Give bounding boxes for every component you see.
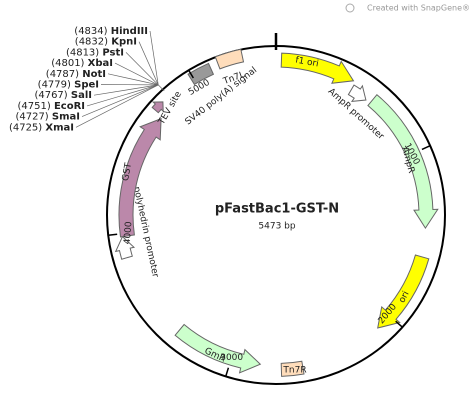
- site-position: (4832): [75, 37, 108, 48]
- site-label: (4779) SpeI: [38, 80, 99, 91]
- site: (4779) SpeI: [38, 80, 159, 91]
- site: (4767) SalI: [34, 84, 159, 101]
- site-label: (4801) XbaI: [51, 58, 113, 69]
- site-name: XbaI: [88, 58, 113, 69]
- site-position: (4801): [51, 58, 84, 69]
- feature: ori: [377, 254, 430, 329]
- feature-label: polyhedrin promoter: [131, 186, 160, 279]
- feature-arrow: [280, 360, 305, 377]
- site-name: SmaI: [52, 112, 80, 123]
- tick-mark: [188, 69, 194, 79]
- feature-label: f1 ori: [294, 56, 319, 70]
- feature: AmpR: [367, 93, 439, 230]
- site-name: XmaI: [45, 122, 74, 133]
- feature-arrow: [118, 117, 162, 238]
- tick-mark: [395, 320, 403, 328]
- site-leader: [114, 62, 159, 86]
- site-name: NotI: [82, 69, 106, 80]
- site: (4727) SmaI: [15, 84, 159, 123]
- site-position: (4725): [9, 122, 42, 133]
- site-position: (4779): [38, 80, 71, 91]
- watermark: Created with SnapGene®: [345, 3, 470, 13]
- site: (4813) PstI: [66, 47, 159, 86]
- site-name: SalI: [71, 90, 92, 101]
- site-leader: [81, 84, 159, 117]
- tick-label: 4000: [123, 221, 135, 245]
- site-label: (4725) XmaI: [9, 122, 74, 133]
- feature-arrow: [187, 62, 215, 86]
- site-label: (4727) SmaI: [15, 112, 80, 123]
- site: (4751) EcoRI: [17, 84, 159, 112]
- site-position: (4727): [15, 112, 48, 123]
- feature-arrow: [347, 84, 367, 103]
- site-label: (4832) KpnI: [75, 37, 137, 48]
- site-name: EcoRI: [54, 101, 85, 112]
- tick-mark: [108, 233, 118, 237]
- site-leader: [138, 41, 159, 86]
- watermark-text: Created with SnapGene®: [367, 4, 470, 13]
- site-label: (4834) HindIII: [74, 26, 148, 37]
- tick-label: 3000: [220, 353, 243, 363]
- plasmid-name: pFastBac1-GST-N: [215, 202, 339, 217]
- site-position: (4813): [66, 47, 99, 58]
- site-leader: [125, 52, 159, 86]
- site-position: (4751): [17, 101, 50, 112]
- site-position: (4767): [34, 90, 67, 101]
- feature-label: GST: [121, 162, 134, 182]
- site: (4832) KpnI: [75, 37, 159, 86]
- plasmid-length: 5473 bp: [258, 222, 295, 232]
- feature-arrow: [280, 52, 355, 84]
- site-name: SpeI: [74, 80, 99, 91]
- site: (4725) XmaI: [9, 84, 159, 133]
- site-label: (4767) SalI: [34, 90, 92, 101]
- feature-arrow: [151, 101, 164, 114]
- site-leader: [75, 84, 159, 128]
- site-leader-stem: [158, 84, 165, 92]
- feature-arrow: [367, 93, 439, 230]
- site: (4834) HindIII: [74, 26, 159, 85]
- site-leader: [93, 84, 159, 96]
- site-leader: [149, 30, 159, 85]
- feature: f1 ori: [280, 52, 355, 84]
- site-label: (4813) PstI: [66, 47, 124, 58]
- site-label: (4787) NotI: [46, 69, 106, 80]
- site-leader: [86, 84, 159, 107]
- feature-label: Tn7R: [282, 366, 306, 376]
- site-name: KpnI: [111, 37, 137, 48]
- feature: GmR: [174, 323, 262, 374]
- feature-label: ori: [397, 290, 411, 305]
- site: (4801) XbaI: [51, 58, 159, 86]
- site-label: (4751) EcoRI: [17, 101, 85, 112]
- site-position: (4834): [74, 26, 107, 37]
- feature-arrow: [377, 254, 430, 329]
- tick-mark: [225, 367, 230, 377]
- feature: GST: [118, 117, 162, 238]
- watermark-icon: [345, 3, 355, 13]
- site: (4787) NotI: [46, 69, 159, 86]
- feature-arrow: [114, 235, 136, 260]
- site-position: (4787): [46, 69, 79, 80]
- tick-mark: [421, 145, 431, 151]
- site-name: PstI: [102, 47, 124, 58]
- site-name: HindIII: [111, 26, 148, 37]
- feature-arrow: [174, 323, 262, 374]
- feature: Tn7R: [280, 360, 307, 377]
- site-leader: [107, 73, 159, 86]
- feature-arrow: [214, 48, 245, 70]
